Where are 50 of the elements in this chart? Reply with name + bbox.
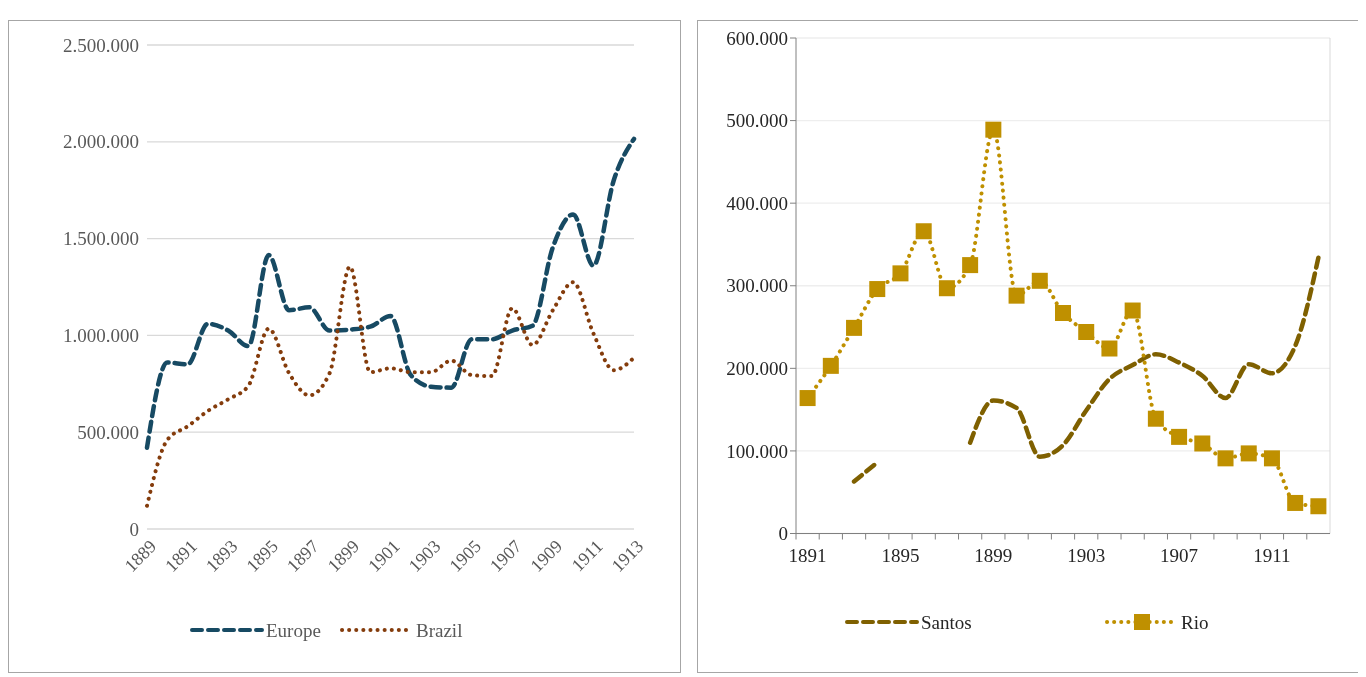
point — [869, 281, 886, 298]
y-tick-label: 600.000 — [726, 27, 788, 49]
legend-label: Brazil — [416, 619, 463, 641]
x-tick-label: 1895 — [881, 544, 920, 566]
x-tick-label: 1901 — [364, 536, 404, 576]
y-tick-label: 1.500.000 — [63, 228, 139, 250]
x-tick-label: 1911 — [567, 536, 607, 576]
point — [1008, 287, 1025, 304]
x-tick-label: 1903 — [1067, 544, 1106, 566]
y-tick-label: 2.500.000 — [63, 34, 139, 56]
point — [799, 390, 816, 407]
x-tick-label: 1891 — [788, 544, 827, 566]
point — [1287, 494, 1304, 511]
y-tick-label: 100.000 — [726, 440, 788, 462]
point — [985, 121, 1002, 138]
point — [915, 223, 932, 240]
point — [1310, 498, 1327, 515]
legend-label: Santos — [921, 611, 972, 633]
legend-label: Rio — [1181, 611, 1209, 633]
x-tick-label: 1899 — [974, 544, 1013, 566]
point — [1194, 435, 1211, 452]
point — [1055, 305, 1071, 321]
y-tick-label: 200.000 — [726, 357, 788, 379]
y-tick-label: 0 — [778, 523, 788, 545]
line-series — [145, 264, 636, 508]
y-tick-label: 500.000 — [726, 110, 788, 132]
point — [1147, 410, 1164, 427]
y-tick-label: 0 — [129, 518, 139, 540]
point — [822, 357, 839, 374]
y-tick-label: 2.000.000 — [63, 131, 139, 153]
point — [1031, 272, 1048, 289]
y-tick-label: 400.000 — [726, 192, 788, 214]
point — [1124, 302, 1141, 319]
point — [1240, 445, 1257, 462]
y-tick-label: 500.000 — [77, 421, 139, 443]
legend-label: Europe — [266, 619, 321, 641]
point — [1171, 428, 1188, 445]
x-tick-label: 1911 — [1253, 544, 1291, 566]
point — [892, 265, 909, 282]
y-tick-label: 300.000 — [726, 275, 788, 297]
point — [1217, 450, 1234, 467]
point — [1263, 450, 1280, 467]
x-tick-label: 1907 — [1160, 544, 1199, 566]
point — [962, 257, 979, 274]
point — [1078, 324, 1095, 340]
point — [846, 319, 863, 336]
point — [1101, 340, 1118, 357]
point — [938, 280, 955, 297]
line-series — [144, 136, 637, 450]
y-tick-label: 1.000.000 — [63, 325, 139, 347]
